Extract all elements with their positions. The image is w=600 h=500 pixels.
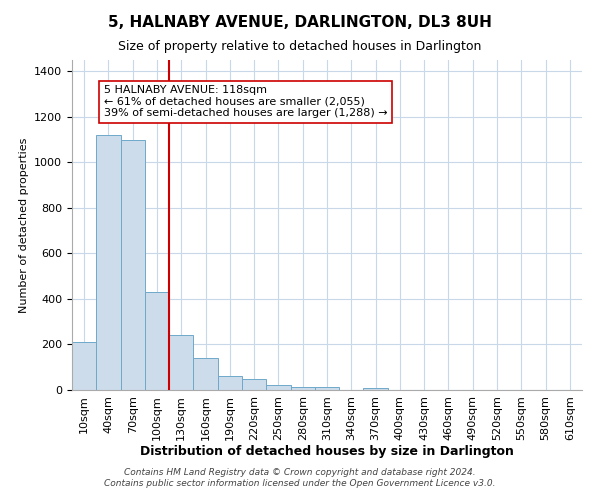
Bar: [242, 380, 266, 390]
Bar: [266, 385, 290, 390]
Bar: [145, 292, 169, 390]
Text: Size of property relative to detached houses in Darlington: Size of property relative to detached ho…: [118, 40, 482, 53]
Bar: [315, 388, 339, 390]
Bar: [193, 358, 218, 390]
Bar: [96, 135, 121, 390]
Bar: [72, 342, 96, 390]
Text: 5, HALNABY AVENUE, DARLINGTON, DL3 8UH: 5, HALNABY AVENUE, DARLINGTON, DL3 8UH: [108, 15, 492, 30]
Y-axis label: Number of detached properties: Number of detached properties: [19, 138, 29, 312]
Bar: [218, 376, 242, 390]
Bar: [121, 140, 145, 390]
X-axis label: Distribution of detached houses by size in Darlington: Distribution of detached houses by size …: [140, 446, 514, 458]
Bar: [169, 336, 193, 390]
Text: 5 HALNABY AVENUE: 118sqm
← 61% of detached houses are smaller (2,055)
39% of sem: 5 HALNABY AVENUE: 118sqm ← 61% of detach…: [104, 85, 387, 118]
Bar: [290, 386, 315, 390]
Text: Contains HM Land Registry data © Crown copyright and database right 2024.
Contai: Contains HM Land Registry data © Crown c…: [104, 468, 496, 487]
Bar: [364, 388, 388, 390]
